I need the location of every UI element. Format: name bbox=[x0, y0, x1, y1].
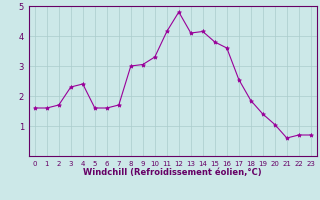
X-axis label: Windchill (Refroidissement éolien,°C): Windchill (Refroidissement éolien,°C) bbox=[84, 168, 262, 177]
